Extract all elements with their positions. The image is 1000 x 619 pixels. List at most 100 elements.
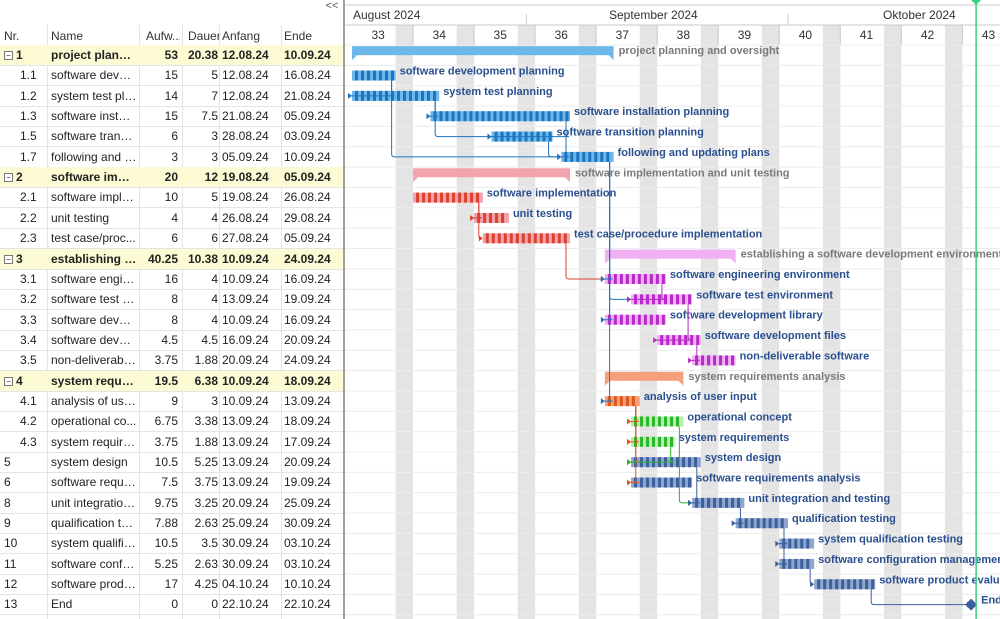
- col-header-anfang[interactable]: Anfang: [222, 29, 261, 43]
- task-row[interactable]: 3.2 software test e... 8 4 13.09.24 19.09.24: [0, 289, 343, 311]
- task-bar-stripe: [655, 274, 659, 285]
- task-bar-stripe: [619, 274, 623, 285]
- task-anfang: 19.08.24: [222, 187, 280, 207]
- task-anfang: 13.09.24: [222, 452, 280, 472]
- summary-task-row[interactable]: −3 establishing a... 40.25 10.38 10.09.24 24.…: [0, 248, 343, 270]
- task-bar-stripe: [871, 579, 875, 590]
- task-row[interactable]: 8 unit integration ... 9.75 3.25 20.09.24 25.…: [0, 493, 343, 514]
- summary-task-row[interactable]: −4 system requir... 19.5 6.38 10.09.24 18.09.…: [0, 370, 343, 392]
- summary-bar-end: [413, 177, 419, 183]
- task-nr-text: 5: [4, 455, 11, 469]
- task-row[interactable]: 1.2 system test pla... 14 7 12.08.24 21.08.24: [0, 86, 343, 107]
- col-header-ende[interactable]: Ende: [284, 29, 313, 43]
- collapse-table-button[interactable]: <<: [325, 0, 339, 12]
- task-name: system test pla...: [51, 86, 137, 106]
- task-nr-text: 1.5: [20, 129, 37, 144]
- task-bar-stripe: [640, 416, 644, 427]
- task-bar-label: system design: [705, 452, 782, 464]
- task-row[interactable]: 4.2 operational co... 6.75 3.38 13.09.24 18.0…: [0, 411, 343, 433]
- summary-task-row[interactable]: −2 software impl... 20 12 19.08.24 05.09.24: [0, 167, 343, 189]
- task-row[interactable]: 1.1 software devel... 15 5 12.08.24 16.08.24: [0, 65, 343, 87]
- collapse-toggle-icon[interactable]: −: [4, 376, 13, 386]
- task-name-text: non-deliverable...: [51, 353, 137, 368]
- task-row[interactable]: 2.2 unit testing 4 4 26.08.24 29.08.24: [0, 208, 343, 229]
- task-nr-text: 3.3: [20, 312, 37, 327]
- task-bar-stripe: [694, 457, 698, 468]
- task-nr: −3: [4, 249, 44, 269]
- task-row[interactable]: 6 software requir... 7.5 3.75 13.09.24 19.09.…: [0, 472, 343, 494]
- task-bar-stripe: [565, 111, 569, 122]
- task-ende: 20.09.24: [284, 452, 340, 472]
- task-ende-text: 24.09.24: [284, 251, 331, 266]
- task-ende-text: 19.09.24: [284, 292, 331, 307]
- task-row[interactable]: 3.4 software devel... 4.5 4.5 16.09.24 20.09.…: [0, 330, 343, 351]
- col-header-nr[interactable]: Nr.: [4, 29, 20, 43]
- task-row[interactable]: 3.3 software devel... 8 4 10.09.24 16.09.24: [0, 310, 343, 331]
- task-row[interactable]: 11 software config... 5.25 2.63 30.09.24 03.1…: [0, 554, 343, 575]
- task-dauer-text: 4.25: [194, 577, 218, 592]
- task-anfang: 10.09.24: [222, 249, 280, 269]
- task-bar-label: system test planning: [443, 86, 552, 98]
- task-bar-label: unit integration and testing: [748, 493, 890, 505]
- task-aufwand-text: 10: [164, 190, 178, 205]
- task-row[interactable]: 3.5 non-deliverable... 3.75 1.88 20.09.24 24.…: [0, 350, 343, 372]
- task-row[interactable]: 4.1 analysis of use... 9 3 10.09.24 13.09.24: [0, 391, 343, 412]
- task-row[interactable]: 2.3 test case/proc... 6 6 27.08.24 05.09.24: [0, 228, 343, 250]
- task-aufwand-text: 6: [171, 231, 178, 246]
- task-nr-text: 1.2: [20, 88, 37, 103]
- task-nr-text: 3.4: [20, 332, 37, 347]
- task-bar-stripe: [452, 192, 456, 203]
- task-row[interactable]: 1.7 following and u... 3 3 05.09.24 10.09.24: [0, 147, 343, 168]
- task-bar-stripe: [559, 111, 563, 122]
- task-bar-stripe: [625, 396, 629, 407]
- task-bar-stripe: [445, 111, 449, 122]
- summary-task-row[interactable]: −1 project planni... 53 20.38 12.08.24 10.09.…: [0, 45, 343, 66]
- column-divider[interactable]: [281, 25, 282, 619]
- summary-bar: [604, 371, 684, 381]
- task-bar-stripe: [625, 314, 629, 325]
- task-anfang-text: 30.09.24: [222, 556, 269, 571]
- column-divider[interactable]: [139, 25, 140, 619]
- task-nr: −2: [4, 167, 44, 187]
- task-dauer: 2.63: [180, 513, 218, 533]
- col-header-dauer[interactable]: Dauer: [188, 29, 221, 43]
- task-bar-stripe: [725, 497, 729, 508]
- column-divider[interactable]: [219, 25, 220, 619]
- milestone-row[interactable]: 13 End 0 0 22.10.24 22.10.24: [0, 594, 343, 616]
- task-dauer-text: 0: [211, 597, 218, 612]
- collapse-toggle-icon[interactable]: −: [4, 173, 13, 183]
- task-row[interactable]: 5 system design 10.5 5.25 13.09.24 20.09.24: [0, 452, 343, 473]
- task-name: system qualific...: [51, 533, 137, 553]
- column-divider[interactable]: [182, 25, 183, 619]
- collapse-toggle-icon[interactable]: −: [4, 51, 13, 60]
- task-row[interactable]: 10 system qualific... 10.5 3.5 30.09.24 03.10…: [0, 533, 343, 555]
- task-row[interactable]: 9 qualification te... 7.88 2.63 25.09.24 30.0…: [0, 513, 343, 535]
- col-header-aufwand[interactable]: Aufw...: [146, 29, 180, 43]
- task-name-text: project planni...: [51, 48, 137, 62]
- dependency-arrowhead: [810, 581, 815, 588]
- task-row[interactable]: 2.1 software imple... 10 5 19.08.24 26.08.24: [0, 187, 343, 209]
- task-anfang-text: 13.09.24: [222, 292, 269, 307]
- task-bar-stripe: [427, 90, 430, 101]
- task-ende: 26.08.24: [284, 187, 340, 207]
- task-row[interactable]: 1.3 software install... 15 7.5 21.08.24 05.09…: [0, 106, 343, 128]
- task-bar-stripe: [458, 192, 462, 203]
- dependency-link: [565, 243, 604, 280]
- task-aufwand-text: 4.5: [161, 332, 178, 347]
- col-header-name[interactable]: Name: [51, 29, 84, 43]
- column-divider[interactable]: [47, 25, 48, 619]
- dependency-arrowhead: [470, 214, 475, 221]
- collapse-toggle-icon[interactable]: −: [4, 254, 13, 264]
- task-row[interactable]: 12 software produ... 17 4.25 04.10.24 10.10.2…: [0, 574, 343, 596]
- task-bar-stripe: [501, 212, 505, 223]
- task-bar-stripe: [535, 111, 539, 122]
- task-aufwand-text: 15: [164, 68, 178, 83]
- task-aufwand: 6: [138, 228, 178, 248]
- task-row[interactable]: 3.1 software engin... 16 4 10.09.24 16.09.24: [0, 269, 343, 290]
- task-bar-stripe: [670, 436, 674, 447]
- task-dauer-text: 12: [204, 170, 218, 185]
- task-row[interactable]: 4.3 system require... 3.75 1.88 13.09.24 17.0…: [0, 432, 343, 453]
- task-ende-text: 03.09.24: [284, 129, 331, 144]
- task-aufwand: 0: [138, 594, 178, 614]
- task-row[interactable]: 1.5 software transit... 6 3 28.08.24 03.09.24: [0, 126, 343, 148]
